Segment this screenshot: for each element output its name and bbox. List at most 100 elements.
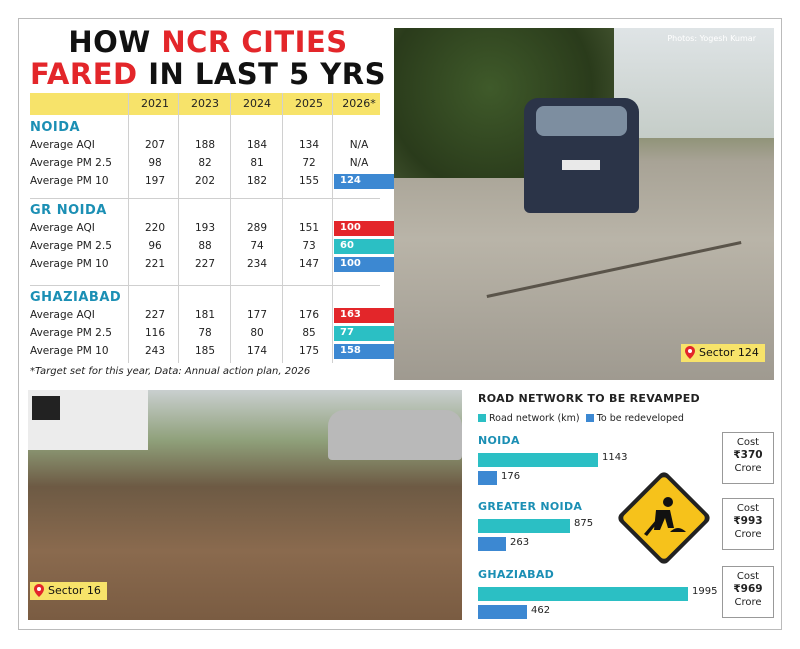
table-cell: 81 xyxy=(250,157,264,169)
target-bar-label: 158 xyxy=(340,345,361,356)
target-bar-label: 100 xyxy=(340,258,361,269)
year-header: 2021 xyxy=(141,97,169,110)
cost-label: Cost xyxy=(736,571,760,582)
road-network-bar xyxy=(478,453,598,467)
table-cell: 185 xyxy=(194,345,216,357)
metric-label: Average AQI xyxy=(30,309,95,321)
table-cell: 72 xyxy=(302,157,316,169)
table-cell: 221 xyxy=(144,258,166,270)
road-network-bar xyxy=(478,587,688,601)
road-network-bar xyxy=(478,519,570,533)
road-chart-title: ROAD NETWORK TO BE REVAMPED xyxy=(478,392,700,405)
infographic-frame xyxy=(18,18,782,630)
parked-cars-image xyxy=(328,410,462,460)
location-badge-bottom: Sector 16 xyxy=(30,582,107,600)
table-cell: N/A xyxy=(349,157,369,169)
table-section-divider xyxy=(30,285,380,286)
redevelop-value: 176 xyxy=(501,471,521,482)
infographic-title: HOW NCR CITIES FARED IN LAST 5 YRS xyxy=(28,26,388,90)
table-cell: 151 xyxy=(298,222,320,234)
road-network-value: 875 xyxy=(574,518,594,529)
table-cell: 188 xyxy=(194,139,216,151)
road-chart-legend: Road network (km) To be redeveloped xyxy=(478,413,684,424)
table-cell: 289 xyxy=(246,222,268,234)
table-cell: 88 xyxy=(198,240,212,252)
table-cell: 184 xyxy=(246,139,268,151)
table-cell: 202 xyxy=(194,175,216,187)
location-label: Sector 124 xyxy=(699,346,759,359)
footnote: *Target set for this year, Data: Annual … xyxy=(30,366,311,377)
redevelop-bar xyxy=(478,605,527,619)
table-cell: 98 xyxy=(148,157,162,169)
city-name: GR NOIDA xyxy=(30,203,107,218)
location-pin-icon xyxy=(685,346,695,359)
table-cell: 243 xyxy=(144,345,166,357)
table-cell: 207 xyxy=(144,139,166,151)
road-city-name: GHAZIABAD xyxy=(478,568,555,581)
cost-amount: ₹969 xyxy=(733,583,763,595)
road-city-name: NOIDA xyxy=(478,434,520,447)
cost-box: Cost ₹993 Crore xyxy=(722,498,774,550)
table-cell: 175 xyxy=(298,345,320,357)
road-photo-sector-16 xyxy=(28,390,462,620)
title-part: HOW xyxy=(68,25,162,59)
target-bar-label: 100 xyxy=(340,222,361,233)
target-bar-label: 124 xyxy=(340,175,361,186)
city-name: GHAZIABAD xyxy=(30,290,122,305)
metric-label: Average PM 10 xyxy=(30,175,109,187)
table-cell: 227 xyxy=(144,309,166,321)
table-cell: 96 xyxy=(148,240,162,252)
table-cell: 177 xyxy=(246,309,268,321)
sky-image xyxy=(614,28,774,138)
target-bar-label: 60 xyxy=(340,240,354,251)
cost-box: Cost ₹969 Crore xyxy=(722,566,774,618)
redevelop-bar xyxy=(478,471,497,485)
metric-label: Average AQI xyxy=(30,139,95,151)
table-cell: 147 xyxy=(298,258,320,270)
road-network-value: 1995 xyxy=(692,586,718,597)
metric-label: Average PM 10 xyxy=(30,345,109,357)
legend-swatch-redevelop xyxy=(585,414,594,422)
cost-amount: ₹993 xyxy=(733,515,763,527)
target-bar-label: 77 xyxy=(340,327,354,338)
table-column-divider xyxy=(282,93,283,363)
redevelop-bar xyxy=(478,537,506,551)
table-cell: 182 xyxy=(246,175,268,187)
building-image xyxy=(28,390,148,450)
metric-label: Average PM 2.5 xyxy=(30,240,112,252)
table-cell: 193 xyxy=(194,222,216,234)
metric-label: Average AQI xyxy=(30,222,95,234)
cost-box: Cost ₹370 Crore xyxy=(722,432,774,484)
road-work-sign-icon xyxy=(618,472,710,564)
cost-unit: Crore xyxy=(734,463,762,474)
year-header: 2026* xyxy=(342,97,376,110)
table-column-divider xyxy=(332,93,333,363)
table-cell: 116 xyxy=(144,327,166,339)
table-cell: 176 xyxy=(298,309,320,321)
redevelop-value: 263 xyxy=(510,537,530,548)
title-part-red: FARED xyxy=(29,57,138,91)
year-header: 2024 xyxy=(243,97,271,110)
cost-amount: ₹370 xyxy=(733,449,763,461)
location-label: Sector 16 xyxy=(48,584,101,597)
table-cell: 220 xyxy=(144,222,166,234)
road-city-name: GREATER NOIDA xyxy=(478,500,583,513)
road-network-value: 1143 xyxy=(602,452,628,463)
location-badge-top: Sector 124 xyxy=(681,344,765,362)
table-cell: 85 xyxy=(302,327,316,339)
table-column-divider xyxy=(128,93,129,363)
table-cell: 78 xyxy=(198,327,212,339)
metric-label: Average PM 2.5 xyxy=(30,327,112,339)
car-image xyxy=(524,98,639,213)
metric-label: Average PM 2.5 xyxy=(30,157,112,169)
table-cell: 82 xyxy=(198,157,212,169)
table-cell: 174 xyxy=(246,345,268,357)
cost-unit: Crore xyxy=(734,597,762,608)
table-cell: 74 xyxy=(250,240,264,252)
title-part-red: NCR CITIES xyxy=(161,25,348,59)
title-part: IN LAST 5 YRS xyxy=(137,57,387,91)
redevelop-value: 462 xyxy=(531,605,551,616)
table-cell: 197 xyxy=(144,175,166,187)
city-name: NOIDA xyxy=(30,120,81,135)
table-cell: 234 xyxy=(246,258,268,270)
